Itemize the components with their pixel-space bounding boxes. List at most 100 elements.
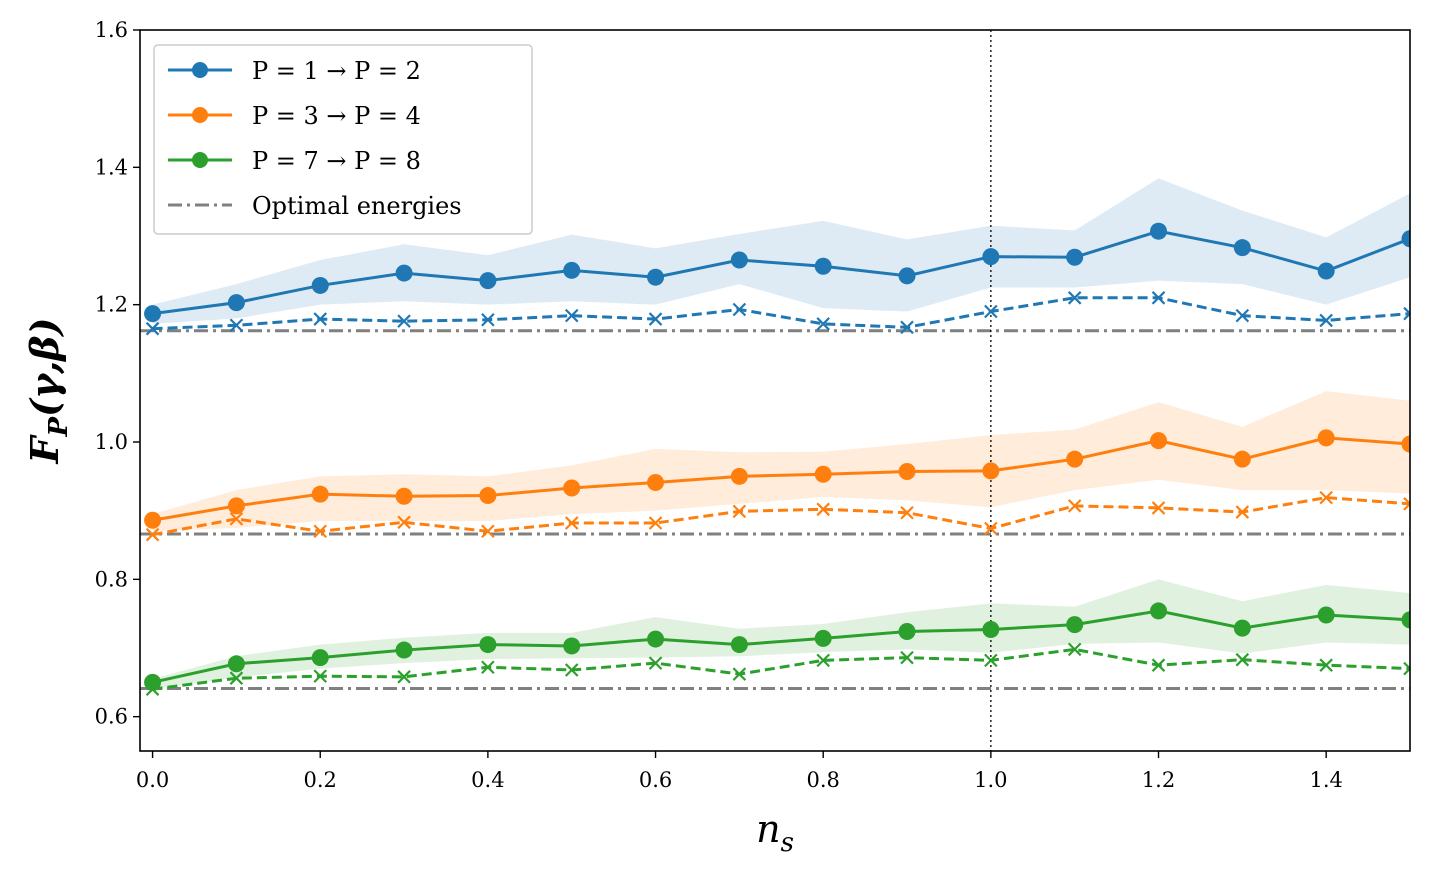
- best-point-series-1: [145, 321, 160, 336]
- best-point-series-3: [397, 670, 411, 684]
- x-axis-label: ns: [756, 807, 794, 858]
- x-tick-label: 0.4: [471, 768, 504, 792]
- legend-label-series-1: P = 1 → P = 2: [252, 57, 421, 85]
- mean-point-series-3: [395, 641, 413, 659]
- mean-point-series-3: [479, 636, 497, 654]
- x-tick-label: 0.6: [639, 768, 672, 792]
- y-tick-label: 1.4: [95, 155, 128, 179]
- best-line-series-2: [152, 496, 1410, 537]
- x-tick-label: 1.0: [974, 768, 1007, 792]
- best-point-series-1: [229, 318, 244, 333]
- best-point-series-3: [1151, 658, 1166, 672]
- best-point-series-1: [1403, 306, 1410, 321]
- mean-point-series-2: [1150, 432, 1168, 450]
- mean-line-series-1: [152, 229, 1410, 316]
- mean-point-series-1: [1317, 262, 1335, 280]
- best-point-series-3: [481, 660, 495, 675]
- mean-point-series-1: [730, 251, 748, 269]
- confidence-bands: [152, 178, 1410, 690]
- x-tick-label: 0.2: [304, 768, 337, 792]
- y-tick-label: 1.2: [95, 293, 128, 317]
- legend-entry-series-3: P = 7 → P = 8: [168, 147, 421, 175]
- best-point-series-3: [564, 663, 579, 677]
- mean-point-series-3: [898, 623, 916, 641]
- mean-point-series-1: [1233, 239, 1251, 257]
- best-point-series-1: [1319, 313, 1333, 328]
- mean-point-series-1: [563, 261, 581, 279]
- best-point-series-2: [1067, 499, 1082, 513]
- best-point-series-3: [145, 682, 160, 696]
- mean-point-series-3: [311, 649, 329, 667]
- mean-point-series-1: [647, 268, 665, 286]
- y-tick-label: 1.6: [95, 18, 128, 42]
- x-tick-label: 1.4: [1309, 768, 1342, 792]
- mean-point-series-1: [982, 248, 1000, 266]
- legend-box: [153, 44, 533, 235]
- best-point-series-2: [732, 504, 747, 519]
- mean-point-series-1: [311, 276, 329, 294]
- x-axis-label-sub: s: [781, 828, 794, 858]
- mean-point-series-2: [1233, 450, 1251, 468]
- mean-point-series-3: [982, 620, 1000, 638]
- best-point-series-3: [1403, 661, 1410, 676]
- best-point-series-1: [900, 320, 914, 335]
- best-point-series-2: [1319, 490, 1333, 505]
- best-point-series-3: [1067, 642, 1082, 657]
- mean-point-series-2: [227, 497, 245, 515]
- mean-point-series-2: [814, 465, 832, 483]
- best-point-series-3: [984, 653, 998, 668]
- mean-point-series-2: [144, 511, 162, 529]
- best-point-series-3: [1235, 652, 1250, 667]
- legend-label-series-2: P = 3 → P = 4: [252, 102, 421, 130]
- mean-point-series-2: [1401, 435, 1410, 453]
- mean-point-series-3: [1401, 611, 1410, 629]
- best-point-series-2: [1151, 501, 1166, 515]
- best-point-series-1: [816, 317, 830, 331]
- legend: P = 1 → P = 2 P = 3 → P = 4 P = 7 → P = …: [153, 44, 533, 235]
- best-point-series-1: [984, 304, 998, 319]
- mean-point-series-3: [1150, 602, 1168, 620]
- band-series-3: [152, 579, 1410, 690]
- mean-point-series-3: [730, 636, 748, 654]
- best-point-series-3: [1319, 658, 1333, 672]
- legend-label-series-3: P = 7 → P = 8: [252, 147, 421, 175]
- optimal-energy-lines: [140, 329, 1410, 691]
- mean-line-series-2: [152, 436, 1410, 522]
- mean-point-series-2: [982, 462, 1000, 480]
- mean-point-series-1: [479, 272, 497, 290]
- x-axis-label-main: n: [756, 807, 780, 851]
- best-point-series-2: [145, 527, 160, 542]
- y-axis-label-args: (γ,β): [22, 317, 67, 417]
- mean-point-series-3: [1066, 616, 1084, 634]
- best-point-series-2: [229, 512, 244, 526]
- best-point-series-2: [816, 502, 830, 517]
- mean-point-series-2: [311, 485, 329, 503]
- mean-point-series-2: [647, 474, 665, 492]
- mean-point-series-1: [1150, 222, 1168, 240]
- x-tick-label: 1.2: [1142, 768, 1175, 792]
- mean-point-series-1: [144, 305, 162, 323]
- best-point-series-3: [229, 671, 244, 685]
- best-point-series-1: [1151, 291, 1166, 305]
- series-lines: [152, 229, 1410, 691]
- legend-marker-series-3: [192, 152, 208, 168]
- mean-point-series-1: [1066, 248, 1084, 266]
- best-point-series-1: [648, 312, 663, 326]
- legend-label-optimal: Optimal energies: [252, 192, 462, 220]
- best-point-series-2: [564, 516, 579, 530]
- y-axis-label-sub: P: [44, 416, 74, 438]
- mean-point-series-3: [647, 630, 665, 648]
- x-axis-ticks: 0.0 0.2 0.4 0.6 0.8 1.0 1.2 1.4: [136, 751, 1343, 792]
- mean-point-series-1: [395, 264, 413, 282]
- best-point-series-1: [1067, 291, 1082, 305]
- mean-point-series-1: [898, 267, 916, 285]
- best-point-series-3: [313, 669, 328, 683]
- y-tick-label: 1.0: [95, 430, 128, 454]
- best-point-series-2: [1235, 505, 1250, 519]
- mean-point-series-3: [814, 629, 832, 647]
- legend-marker-series-2: [192, 107, 208, 123]
- legend-entry-series-1: P = 1 → P = 2: [168, 57, 421, 85]
- best-point-series-1: [732, 302, 747, 317]
- mean-point-series-1: [227, 294, 245, 312]
- y-axis-ticks: 0.6 0.8 1.0 1.2 1.4 1.6: [95, 18, 140, 729]
